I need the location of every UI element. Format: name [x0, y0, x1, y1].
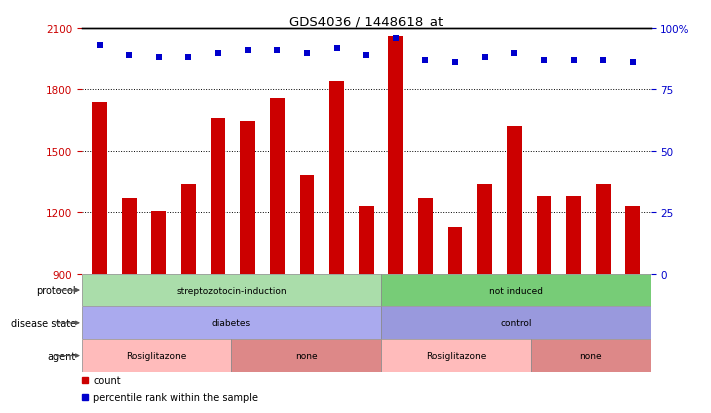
Bar [181, 184, 196, 274]
Bar [381, 307, 651, 339]
Bar [92, 102, 107, 274]
Text: control: control [500, 318, 532, 328]
Bar [82, 274, 651, 376]
Bar [381, 274, 651, 307]
Text: not induced: not induced [489, 286, 543, 295]
Bar [240, 122, 255, 274]
Bar [418, 198, 433, 274]
Bar [477, 184, 492, 274]
Text: Rosiglitazone: Rosiglitazone [426, 351, 486, 360]
Text: count: count [93, 375, 121, 385]
Bar [232, 339, 381, 372]
Bar [151, 212, 166, 274]
Bar [537, 197, 551, 274]
Bar [299, 176, 314, 274]
Text: Rosiglitazone: Rosiglitazone [127, 351, 187, 360]
Bar [210, 119, 225, 274]
Bar [270, 98, 284, 274]
Text: protocol: protocol [36, 285, 76, 295]
Bar [82, 274, 381, 307]
Text: streptozotocin-induction: streptozotocin-induction [176, 286, 287, 295]
Bar [329, 82, 344, 274]
Bar [531, 339, 651, 372]
Text: disease state: disease state [11, 318, 76, 328]
Text: none: none [295, 351, 318, 360]
Bar [82, 339, 232, 372]
Bar [596, 184, 611, 274]
Text: diabetes: diabetes [212, 318, 251, 328]
Bar [566, 197, 581, 274]
Bar [507, 127, 522, 274]
Bar [626, 206, 640, 274]
Bar [388, 37, 403, 274]
Text: none: none [579, 351, 602, 360]
Text: percentile rank within the sample: percentile rank within the sample [93, 392, 258, 401]
Title: GDS4036 / 1448618_at: GDS4036 / 1448618_at [289, 15, 443, 28]
Text: agent: agent [48, 351, 76, 361]
Bar [359, 206, 373, 274]
Bar [448, 227, 462, 274]
Bar [122, 198, 137, 274]
Bar [82, 307, 381, 339]
Bar [381, 339, 531, 372]
